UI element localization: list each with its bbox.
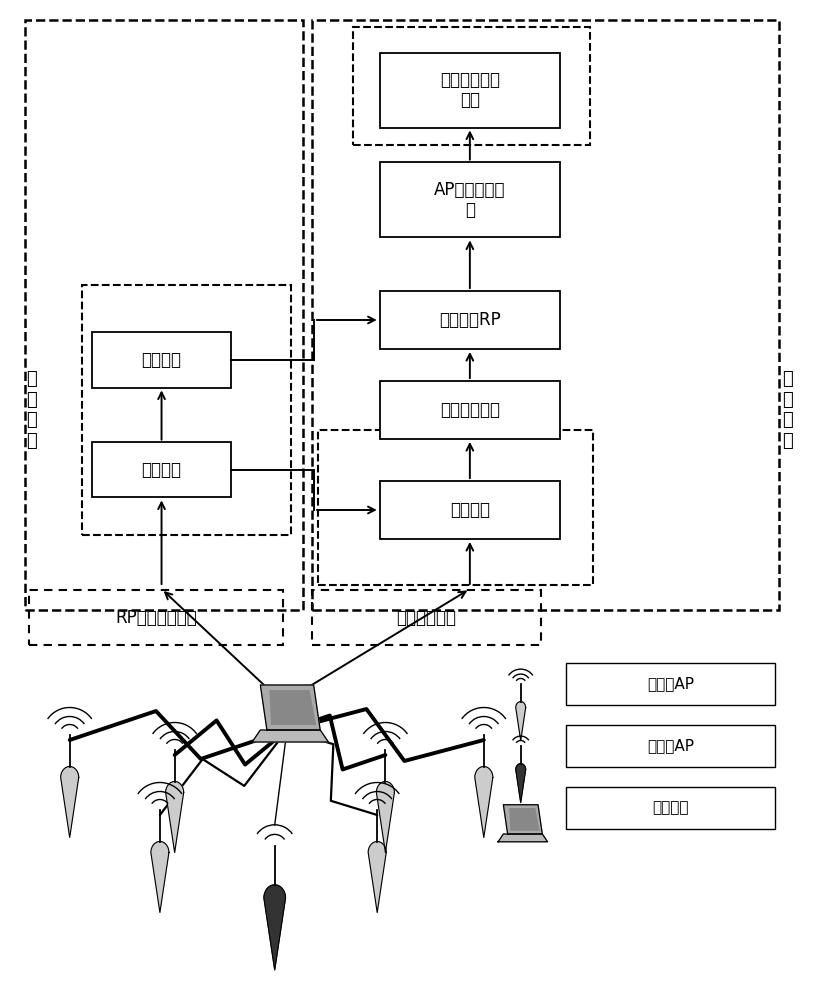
Polygon shape — [165, 782, 183, 852]
Polygon shape — [260, 685, 319, 730]
Polygon shape — [368, 842, 386, 912]
Bar — [92, 332, 231, 387]
Text: 目标附近RP: 目标附近RP — [438, 311, 500, 329]
Bar — [565, 725, 774, 767]
Text: 离
线
阶
段: 离 线 阶 段 — [25, 370, 37, 450]
Text: 未探测AP: 未探测AP — [646, 738, 693, 754]
Polygon shape — [503, 805, 541, 834]
Text: 特征匹配: 特征匹配 — [450, 501, 489, 519]
Bar — [379, 52, 559, 127]
Polygon shape — [509, 808, 539, 831]
Polygon shape — [497, 834, 547, 842]
Bar — [311, 590, 541, 645]
Text: 便携电脑: 便携电脑 — [651, 800, 688, 816]
Bar — [352, 27, 590, 145]
Bar — [379, 291, 559, 349]
Bar — [379, 381, 559, 439]
Bar — [565, 663, 774, 705]
Text: 特征提取: 特征提取 — [142, 461, 181, 479]
Text: 指纹地图: 指纹地图 — [142, 351, 181, 369]
Text: AP权重因子计
算: AP权重因子计 算 — [433, 181, 505, 219]
Polygon shape — [376, 782, 394, 852]
Text: RP信号强度采样: RP信号强度采样 — [115, 608, 197, 626]
Polygon shape — [515, 764, 525, 803]
Bar — [92, 442, 231, 497]
Bar — [29, 590, 283, 645]
Text: 定
位
阶
段: 定 位 阶 段 — [781, 370, 792, 450]
Text: 可探测AP: 可探测AP — [646, 676, 693, 692]
Text: 特征匹配精确
定位: 特征匹配精确 定位 — [439, 71, 500, 109]
Bar — [318, 430, 592, 585]
Polygon shape — [515, 702, 525, 741]
Bar — [379, 162, 559, 237]
Text: 实时信号强度: 实时信号强度 — [396, 608, 456, 626]
Text: 目标可能位置: 目标可能位置 — [439, 401, 500, 419]
Bar — [379, 481, 559, 539]
Polygon shape — [252, 730, 328, 742]
Bar — [565, 787, 774, 829]
Polygon shape — [151, 842, 169, 912]
Bar — [82, 285, 291, 535]
Bar — [311, 20, 778, 610]
Polygon shape — [269, 690, 315, 725]
Bar — [25, 20, 303, 610]
Polygon shape — [264, 885, 285, 970]
Polygon shape — [61, 767, 79, 838]
Polygon shape — [474, 767, 492, 838]
